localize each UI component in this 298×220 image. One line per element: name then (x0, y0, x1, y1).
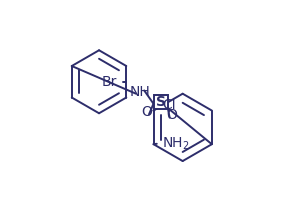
Text: NH: NH (130, 84, 151, 99)
Bar (154, 95, 168, 109)
Text: Cl: Cl (162, 98, 176, 112)
Text: NH$_2$: NH$_2$ (162, 136, 190, 152)
Text: O: O (166, 108, 177, 123)
Text: Br: Br (101, 75, 117, 89)
Text: S: S (156, 95, 166, 109)
Text: O: O (141, 105, 152, 119)
